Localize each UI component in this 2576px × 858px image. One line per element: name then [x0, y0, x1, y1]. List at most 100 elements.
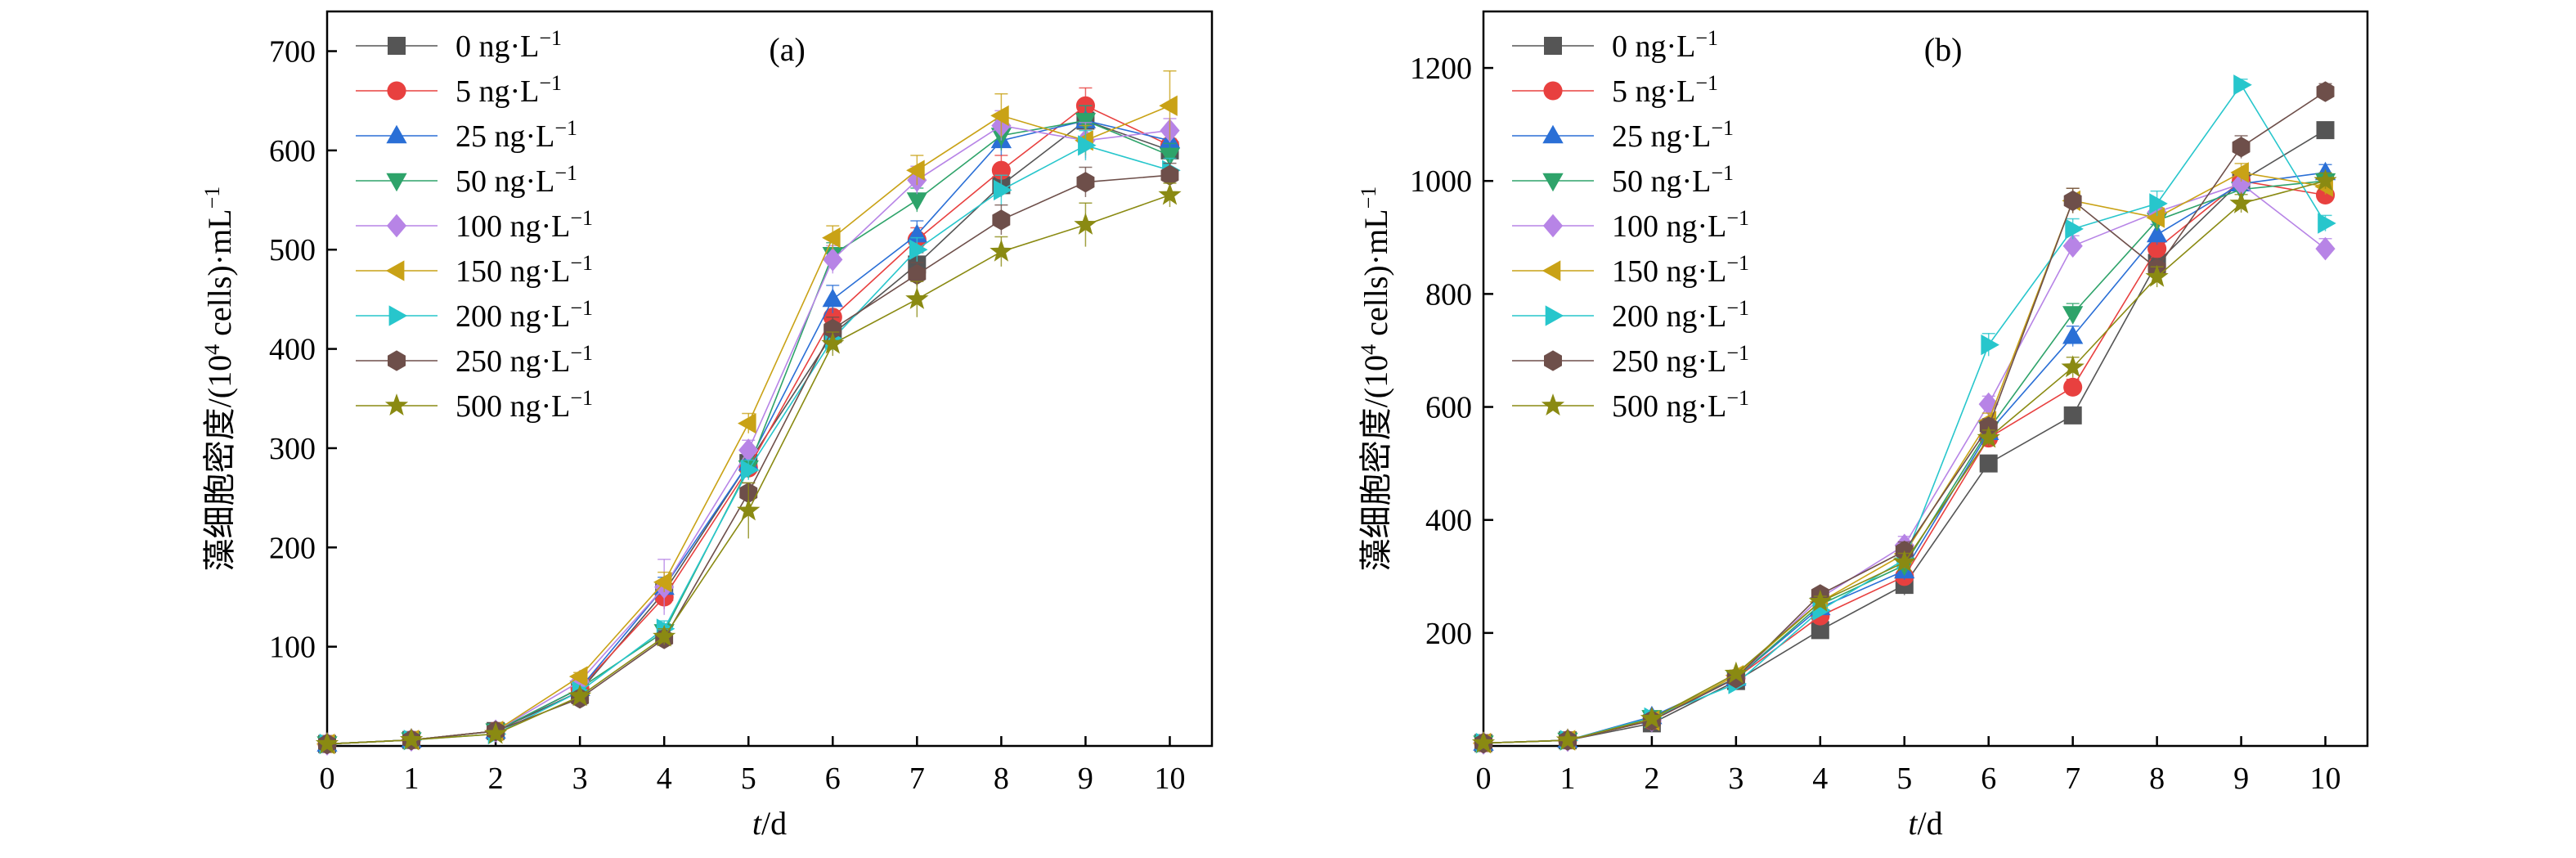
legend-label-sup: −1	[570, 296, 593, 320]
data-point	[990, 105, 1009, 127]
series-500-ng	[1471, 168, 2337, 753]
y-axis-label-part: 藻细胞密度/(10	[1358, 355, 1394, 571]
legend-label: 25 ng·L−1	[1612, 116, 1734, 154]
y-axis-label-part: 4	[200, 344, 224, 355]
legend-label: 25 ng·L−1	[456, 116, 577, 154]
legend-label: 250 ng·L−1	[456, 341, 593, 379]
y-tick-label: 300	[269, 432, 316, 466]
legend-label: 0 ng·L−1	[456, 26, 562, 64]
legend-label-sup: −1	[1726, 251, 1749, 275]
legend-label-sup: −1	[570, 206, 593, 230]
series-25-ng	[1473, 161, 2336, 751]
y-tick-label: 200	[269, 531, 316, 565]
data-point	[2229, 191, 2253, 213]
legend-item: 25 ng·L−1	[1512, 116, 1734, 154]
legend-marker	[388, 350, 406, 371]
data-point	[1811, 621, 1829, 640]
data-point	[824, 318, 842, 339]
x-tick-label: 1	[404, 761, 420, 796]
x-tick-label: 5	[741, 761, 756, 796]
data-point	[822, 227, 841, 249]
data-point	[568, 666, 588, 687]
y-tick-label: 600	[269, 134, 316, 168]
series-50-ng	[1473, 172, 2336, 754]
y-tick-label: 400	[1425, 504, 1472, 538]
data-point	[2315, 236, 2336, 261]
legend-label-sup: −1	[570, 341, 593, 365]
data-point	[823, 248, 843, 272]
data-point	[1159, 147, 1181, 167]
y-axis-label: 藻细胞密度/(104 cells)·mL−1	[1357, 186, 1394, 572]
data-point	[994, 179, 1012, 201]
legend-label: 250 ng·L−1	[1612, 341, 1749, 379]
legend-item: 500 ng·L−1	[1512, 386, 1749, 424]
data-point	[1078, 135, 1097, 156]
series-200-ng	[1475, 74, 2336, 754]
legend-label: 5 ng·L−1	[1612, 71, 1718, 109]
data-point	[906, 192, 927, 211]
panel-label: (a)	[769, 31, 805, 68]
data-point	[737, 498, 761, 521]
legend-label: 0 ng·L−1	[1612, 26, 1718, 64]
legend-marker	[1544, 350, 1562, 371]
series-line	[1483, 83, 2327, 744]
series-250-ng	[1474, 81, 2335, 754]
data-point	[1471, 730, 1496, 753]
series-line	[1483, 180, 2326, 744]
legend-label: 500 ng·L−1	[1612, 386, 1749, 424]
legend-item: 25 ng·L−1	[356, 116, 577, 154]
legend-marker	[384, 393, 409, 416]
legend-label-text: 50 ng·L	[456, 164, 554, 199]
x-tick-label: 8	[994, 761, 1009, 796]
series-150-ng	[316, 70, 1178, 755]
legend-item: 5 ng·L−1	[1512, 71, 1718, 109]
data-point	[990, 239, 1013, 262]
legend-item: 150 ng·L−1	[1512, 251, 1749, 289]
x-tick-label: 4	[1812, 761, 1828, 796]
legend-label-sup: −1	[570, 251, 593, 275]
data-point	[906, 159, 925, 181]
y-tick-label: 800	[1425, 277, 1472, 312]
legend-label-text: 0 ng·L	[456, 29, 539, 64]
data-point	[2147, 223, 2168, 243]
legend-label: 5 ng·L−1	[456, 71, 562, 109]
x-tick-label: 10	[2310, 761, 2341, 796]
legend-item: 0 ng·L−1	[356, 26, 562, 64]
data-point	[2316, 121, 2335, 140]
data-point	[2147, 239, 2167, 258]
legend-label-sup: −1	[554, 116, 577, 140]
legend-marker	[386, 213, 407, 238]
legend-label: 150 ng·L−1	[1612, 251, 1749, 289]
legend-label-text: 200 ng·L	[456, 299, 570, 334]
legend-item: 50 ng·L−1	[356, 161, 577, 199]
x-axis-label-var: t	[1908, 805, 1918, 842]
data-point	[1640, 707, 1663, 729]
y-axis-label-part: 4	[1357, 344, 1380, 355]
x-axis-label-var: t	[752, 805, 762, 842]
x-tick-label: 8	[2149, 761, 2165, 796]
y-tick-label: 500	[269, 233, 316, 267]
data-point	[1076, 172, 1095, 193]
series-line	[1483, 182, 2326, 744]
legend-label-sup: −1	[1726, 296, 1749, 320]
x-tick-label: 6	[1981, 761, 1996, 796]
data-point	[2316, 81, 2335, 102]
x-axis-label: t/d	[1908, 805, 1942, 842]
series-500-ng	[315, 182, 1182, 754]
x-tick-label: 10	[1154, 761, 1185, 796]
legend-label-text: 5 ng·L	[456, 74, 539, 109]
series-150-ng	[1472, 162, 2333, 754]
data-point	[1158, 182, 1182, 205]
legend-label-sup: −1	[554, 161, 577, 185]
legend-label: 50 ng·L−1	[456, 161, 577, 199]
chart-panel-b: 0 1 2 3 4 5 6 7 8 9 10 200 400 600 800 1000 1200 t/d 藻细胞密度…	[1357, 10, 2369, 842]
y-axis-label: 藻细胞密度/(104 cells)·mL−1	[200, 186, 238, 572]
series-0-ng	[1474, 121, 2335, 752]
legend-label-text: 500 ng·L	[1612, 389, 1726, 424]
legend-label: 200 ng·L−1	[456, 296, 593, 334]
x-tick-label: 6	[825, 761, 841, 796]
legend-marker	[385, 260, 405, 281]
series-line	[1483, 180, 2326, 744]
